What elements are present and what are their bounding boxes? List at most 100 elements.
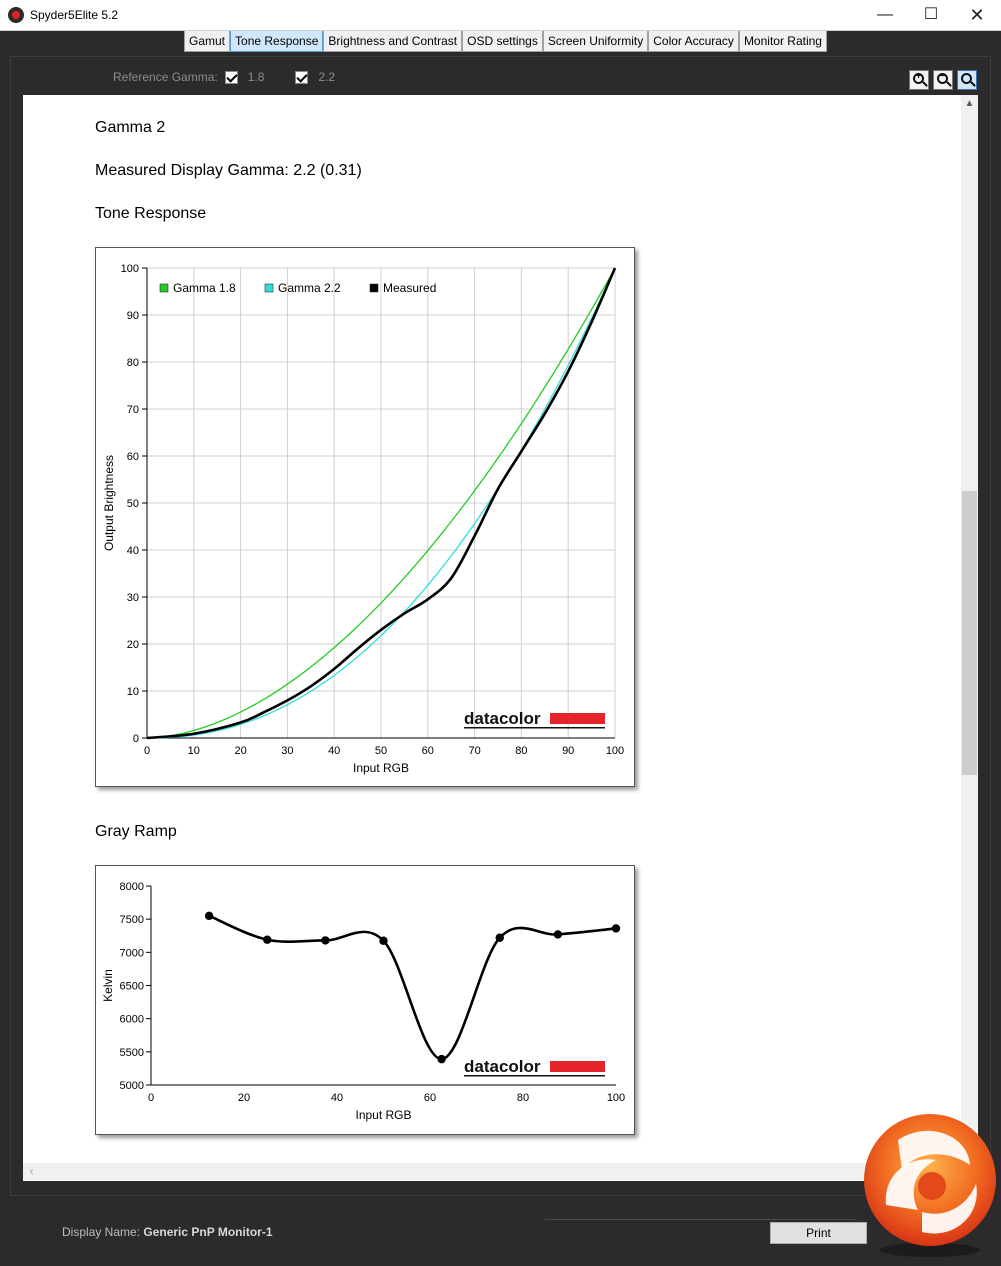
reference-gamma-label: Reference Gamma: bbox=[113, 70, 218, 84]
x-tick-label: 60 bbox=[422, 745, 434, 757]
vertical-scroll-thumb[interactable] bbox=[962, 491, 977, 775]
title-bar: Spyder5Elite 5.2 — ☐ ✕ bbox=[0, 0, 1001, 31]
minimize-button[interactable]: — bbox=[877, 6, 893, 23]
data-point bbox=[204, 911, 214, 921]
tab-tone-response[interactable]: Tone Response bbox=[230, 31, 324, 52]
tab-color-accuracy[interactable]: Color Accuracy bbox=[648, 31, 739, 52]
scroll-up-icon[interactable]: ▲ bbox=[964, 98, 975, 109]
report-title: Gamma 2 bbox=[95, 119, 166, 136]
x-tick-label: 40 bbox=[328, 745, 340, 757]
gamma-1-8-checkbox[interactable] bbox=[224, 70, 238, 84]
close-button[interactable]: ✕ bbox=[969, 5, 985, 25]
gamma-2-2-checkbox[interactable] bbox=[295, 70, 309, 84]
series-line-measured bbox=[146, 267, 617, 740]
x-tick-label: 70 bbox=[468, 745, 480, 757]
x-tick-label: 20 bbox=[234, 745, 246, 757]
legend-label: Measured bbox=[383, 281, 436, 295]
display-name: Display Name: Generic PnP Monitor-1 bbox=[62, 1225, 273, 1239]
y-tick-label: 70 bbox=[127, 404, 139, 416]
y-tick-label: 30 bbox=[127, 592, 139, 604]
tab-screen-uniformity[interactable]: Screen Uniformity bbox=[542, 31, 649, 52]
data-point bbox=[611, 924, 621, 933]
y-tick-label: 50 bbox=[127, 498, 139, 510]
zoom-out-icon bbox=[937, 73, 948, 84]
reference-gamma-bar: Reference Gamma: 1.8 2.2 bbox=[113, 70, 359, 84]
y-tick-label: 90 bbox=[127, 310, 139, 322]
y-tick-label: 5500 bbox=[120, 1047, 144, 1059]
zoom-in-icon bbox=[913, 73, 924, 84]
window-title: Spyder5Elite 5.2 bbox=[30, 8, 119, 22]
legend-swatch bbox=[369, 283, 379, 293]
legend-swatch bbox=[264, 283, 274, 293]
legend-swatch bbox=[159, 283, 169, 293]
tone-datacolor-underline bbox=[464, 727, 605, 729]
zoom-fit-icon bbox=[961, 73, 972, 84]
x-tick-label: 20 bbox=[238, 1092, 250, 1104]
print-button[interactable]: Print bbox=[770, 1222, 867, 1244]
tone-datacolor-bar bbox=[550, 713, 605, 724]
tone-datacolor-wordmark: datacolor bbox=[464, 709, 541, 728]
x-tick-label: 50 bbox=[375, 745, 387, 757]
y-tick-label: 80 bbox=[127, 357, 139, 369]
x-axis-label: Input RGB bbox=[355, 1108, 411, 1122]
zoom-fit-button[interactable] bbox=[957, 70, 977, 90]
measured-gamma-text: Measured Display Gamma: 2.2 (0.31) bbox=[95, 162, 362, 179]
series-line-gamma-2-2 bbox=[146, 267, 616, 739]
x-axis-label: Input RGB bbox=[353, 761, 409, 775]
data-point bbox=[263, 935, 272, 944]
x-tick-label: 100 bbox=[606, 745, 624, 757]
y-tick-label: 10 bbox=[127, 686, 139, 698]
tab-monitor-rating[interactable]: Monitor Rating bbox=[738, 31, 827, 52]
display-name-value: Generic PnP Monitor-1 bbox=[143, 1225, 273, 1239]
y-axis-label: Kelvin bbox=[101, 969, 115, 1002]
y-tick-label: 100 bbox=[121, 263, 139, 275]
horizontal-scrollbar[interactable]: ‹ bbox=[23, 1163, 961, 1180]
tone-response-heading: Tone Response bbox=[95, 205, 207, 222]
x-tick-label: 60 bbox=[424, 1092, 436, 1104]
data-point bbox=[321, 936, 330, 945]
y-axis-label: Output Brightness bbox=[102, 455, 116, 551]
y-tick-label: 6500 bbox=[120, 981, 144, 993]
series-line-measured bbox=[208, 914, 617, 1061]
data-point bbox=[379, 936, 388, 945]
x-tick-label: 30 bbox=[281, 745, 293, 757]
y-tick-label: 7500 bbox=[120, 914, 144, 926]
legend-label: Gamma 2.2 bbox=[278, 281, 341, 295]
x-tick-label: 80 bbox=[515, 745, 527, 757]
zoom-out-button[interactable]: − bbox=[933, 70, 953, 90]
y-tick-label: 6000 bbox=[120, 1014, 144, 1026]
y-tick-label: 5000 bbox=[120, 1080, 144, 1092]
y-tick-label: 7000 bbox=[120, 947, 144, 959]
tab-brightness-contrast[interactable]: Brightness and Contrast bbox=[323, 31, 463, 52]
x-tick-label: 80 bbox=[517, 1092, 529, 1104]
spyder-app-icon bbox=[8, 7, 24, 23]
gamma-1-8-label: 1.8 bbox=[247, 70, 265, 84]
gray-datacolor-underline bbox=[464, 1075, 605, 1077]
gamma-2-2-label: 2.2 bbox=[318, 70, 336, 84]
x-tick-label: 90 bbox=[562, 745, 574, 757]
y-tick-label: 40 bbox=[127, 545, 139, 557]
data-point bbox=[495, 933, 504, 942]
tab-osd-settings[interactable]: OSD settings bbox=[462, 31, 543, 52]
y-tick-label: 8000 bbox=[120, 881, 144, 893]
gray-datacolor-bar bbox=[550, 1061, 605, 1072]
gray-ramp-heading: Gray Ramp bbox=[95, 823, 177, 840]
tone-response-svg: 0 10 20 30 40 50 60 70 80 90 100 0 10 20 30 40 50 60 70 80 9… bbox=[102, 263, 624, 775]
zoom-in-button[interactable]: + bbox=[909, 70, 929, 90]
x-tick-label: 0 bbox=[148, 1092, 154, 1104]
legend-label: Gamma 1.8 bbox=[173, 281, 236, 295]
gray-ramp-svg: 0 20 40 60 80 100 5000 5500 6000 6500 7000 7500 8000… bbox=[101, 881, 625, 1122]
gray-ramp-chart: 0 20 40 60 80 100 5000 5500 6000 6500 7000 7500 8000… bbox=[95, 865, 635, 1135]
vertical-scrollbar[interactable]: ▲ bbox=[961, 95, 978, 1163]
tone-response-chart: 0 10 20 30 40 50 60 70 80 90 100 0 10 20 30 40 50 60 70 80 9… bbox=[95, 247, 635, 787]
gray-datacolor-wordmark: datacolor bbox=[464, 1057, 541, 1076]
footer-divider bbox=[545, 1219, 855, 1220]
x-tick-label: 40 bbox=[331, 1092, 343, 1104]
x-tick-label: 100 bbox=[607, 1092, 625, 1104]
tab-gamut[interactable]: Gamut bbox=[184, 31, 231, 52]
scroll-left-icon[interactable]: ‹ bbox=[29, 1164, 34, 1178]
maximize-button[interactable]: ☐ bbox=[923, 6, 939, 23]
x-tick-label: 10 bbox=[188, 745, 200, 757]
y-tick-label: 0 bbox=[133, 733, 139, 745]
data-point bbox=[437, 1054, 446, 1064]
